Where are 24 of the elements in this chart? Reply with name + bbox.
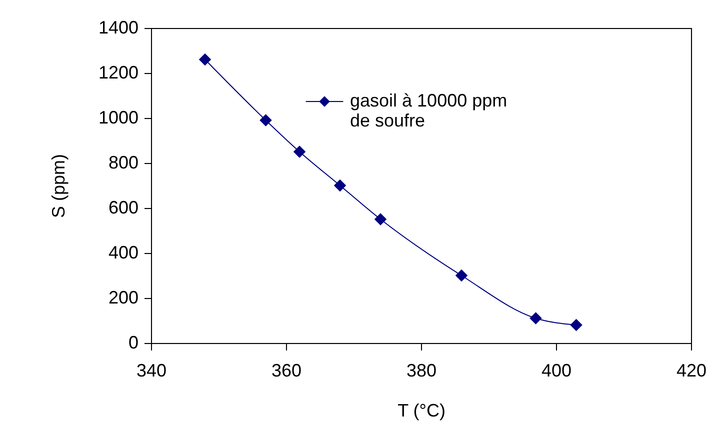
x-axis-title: T (°C): [398, 400, 446, 420]
y-tick-label: 400: [108, 242, 138, 262]
x-tick-label: 340: [136, 360, 167, 380]
point: [530, 312, 542, 324]
point: [570, 318, 582, 332]
point: [334, 179, 346, 192]
y-tick-label: 1400: [98, 18, 138, 38]
x-tick-label: 380: [406, 360, 437, 380]
y-tick-label: 0: [128, 332, 138, 352]
y-tick-label: 800: [108, 152, 138, 172]
legend-label: gasoil à 10000 ppm de soufre: [350, 90, 508, 130]
y-tick-label: 1200: [98, 62, 138, 82]
y-tick-label: 200: [108, 288, 138, 308]
point: [455, 269, 468, 282]
x-tick-label: 400: [541, 360, 572, 380]
x-tick-label: 420: [676, 360, 707, 380]
x-tick-label: 360: [271, 360, 302, 380]
point: [198, 53, 212, 66]
point: [374, 213, 387, 226]
y-tick-label: 1000: [98, 108, 138, 128]
point: [260, 114, 272, 126]
y-tick-label: 600: [108, 198, 138, 218]
y-axis-title: S (ppm): [48, 154, 68, 218]
point: [293, 146, 306, 158]
